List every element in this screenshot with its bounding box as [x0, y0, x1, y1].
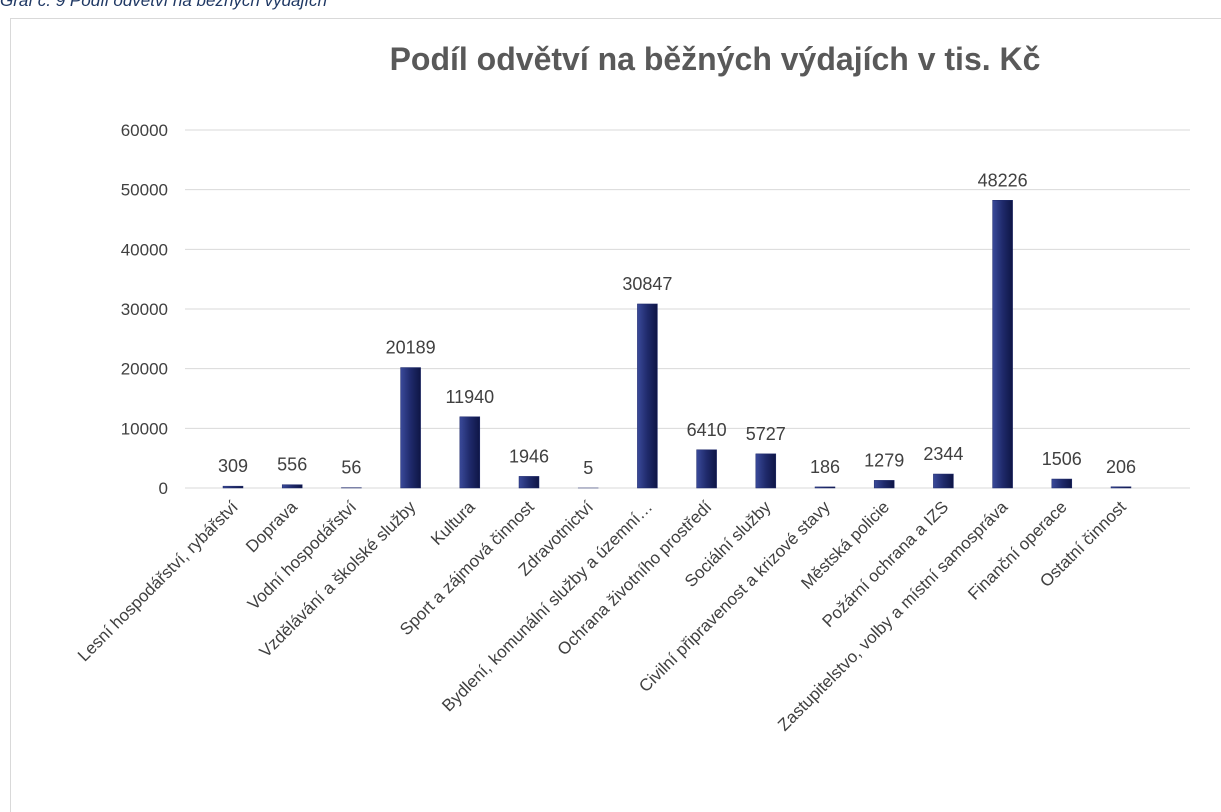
- chart-border: [10, 18, 1221, 812]
- y-tick-label: 40000: [121, 240, 168, 259]
- bar: [518, 476, 540, 489]
- x-tick-label: Lesní hospodářství, rybářství: [74, 497, 242, 665]
- y-tick-label: 20000: [121, 360, 168, 379]
- data-label: 5: [583, 458, 593, 478]
- data-label: 30847: [622, 274, 672, 294]
- data-label: 2344: [923, 444, 963, 464]
- data-label: 6410: [687, 420, 727, 440]
- bar: [637, 303, 658, 489]
- bar: [281, 484, 303, 489]
- data-label: 1946: [509, 446, 549, 466]
- bar: [814, 486, 836, 489]
- data-label: 5727: [746, 424, 786, 444]
- data-label: 11940: [445, 387, 494, 407]
- bar: [222, 485, 244, 489]
- data-label: 48226: [978, 170, 1028, 190]
- bar: [696, 449, 717, 489]
- data-label: 556: [277, 455, 307, 475]
- x-tick-label: Doprava: [242, 497, 301, 556]
- y-tick-label: 50000: [121, 181, 168, 200]
- data-label: 186: [810, 457, 840, 477]
- y-tick-label: 30000: [121, 300, 168, 319]
- y-tick-label: 60000: [121, 121, 168, 140]
- data-label: 309: [218, 456, 248, 476]
- data-label: 1279: [864, 450, 904, 470]
- bar: [1110, 486, 1132, 489]
- bar: [873, 480, 895, 489]
- bar: [1051, 478, 1073, 489]
- y-tick-label: 10000: [121, 419, 168, 438]
- data-label: 206: [1106, 457, 1136, 477]
- x-tick-label: Kultura: [427, 497, 479, 549]
- data-label: 1506: [1042, 449, 1082, 469]
- data-label: 56: [341, 458, 361, 478]
- bar: [755, 453, 777, 489]
- bar: [933, 473, 954, 489]
- y-tick-label: 0: [159, 479, 168, 498]
- data-label: 20189: [386, 338, 436, 358]
- x-tick-label: Vodní hospodářství: [244, 497, 361, 614]
- bar: [992, 200, 1013, 489]
- chart-title: Podíl odvětví na běžných výdajích v tis.…: [390, 41, 1041, 77]
- x-tick-label: Bydlení, komunální služby a územní…: [438, 497, 656, 715]
- caption: Graf č. 9 Podíl odvětví na běžných výdaj…: [0, 0, 327, 10]
- x-tick-label: Finanční operace: [964, 497, 1070, 603]
- bar: [459, 416, 481, 489]
- bar: [400, 367, 421, 489]
